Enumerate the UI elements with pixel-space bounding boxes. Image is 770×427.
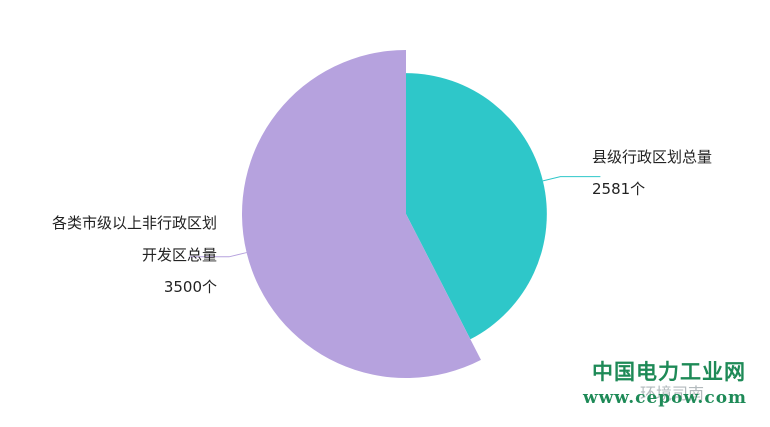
slice-label-county-name: 县级行政区划总量 [592, 148, 713, 166]
slice-label-devzone-value: 3500个 [163, 278, 217, 296]
watermark-title: 中国电力工业网 [592, 360, 746, 384]
slice-label-county-value: 2581个 [592, 180, 646, 198]
slice-devzone [242, 49, 481, 378]
slice-county-leader-line [542, 176, 601, 182]
slice-devzone-leader-line [189, 252, 247, 258]
watermark-subtitle: 环境司南 [640, 384, 705, 403]
slice-label-devzone-name-1: 各类市级以上非行政区划 [51, 214, 217, 232]
slice-county [406, 73, 547, 340]
watermark-url: www.cepow.com [583, 388, 748, 408]
slice-label-devzone-name-2: 开发区总量 [141, 246, 217, 264]
